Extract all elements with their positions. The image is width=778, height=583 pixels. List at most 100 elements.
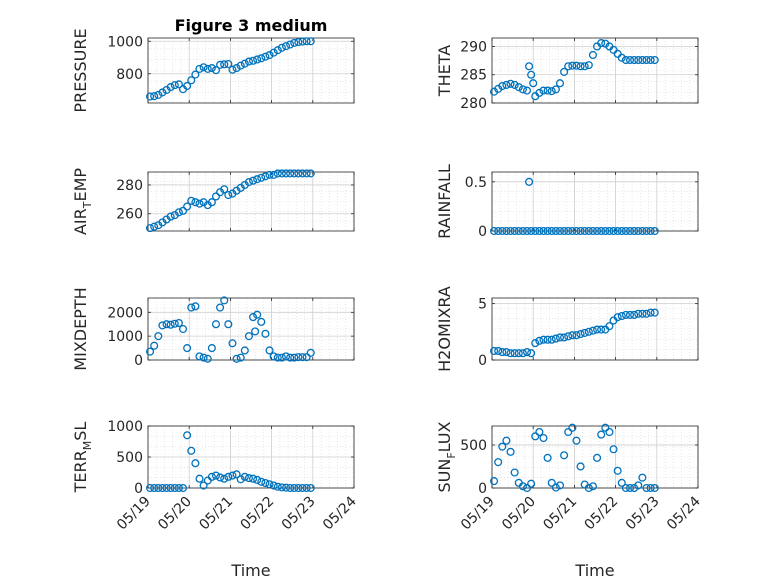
data-point xyxy=(531,226,540,236)
data-point xyxy=(522,483,532,493)
data-point xyxy=(211,192,221,201)
data-point xyxy=(514,226,523,236)
data-point xyxy=(490,226,499,236)
data-point xyxy=(568,331,577,340)
plot-frame xyxy=(491,297,699,361)
data-point xyxy=(625,55,635,65)
y-axis-label: THETA xyxy=(435,45,454,97)
y-tick-label: 280 xyxy=(116,178,143,194)
data-point xyxy=(257,477,266,486)
y-tick-label: 285 xyxy=(460,68,487,84)
data-point xyxy=(498,442,507,451)
data-point xyxy=(146,347,155,356)
data-point xyxy=(183,344,192,353)
data-point xyxy=(572,436,581,445)
data-point xyxy=(609,226,618,236)
data-point xyxy=(195,199,204,208)
data-point xyxy=(605,226,614,236)
data-point xyxy=(617,311,626,321)
data-point xyxy=(170,81,179,90)
data-point xyxy=(211,471,221,480)
data-point xyxy=(261,478,270,488)
data-point xyxy=(244,474,253,483)
data-point xyxy=(617,53,626,62)
data-point xyxy=(269,481,278,490)
data-point xyxy=(265,480,274,489)
data-point xyxy=(224,190,233,200)
data-point xyxy=(211,66,221,75)
data-point xyxy=(529,79,538,88)
data-point xyxy=(642,226,651,236)
data-point xyxy=(539,434,548,443)
y-tick-label: 800 xyxy=(116,67,143,83)
data-point xyxy=(518,226,527,236)
data-point xyxy=(642,55,651,65)
panel-3: 260 280 AIRTEMP xyxy=(71,168,355,235)
data-point xyxy=(613,466,622,475)
data-point xyxy=(584,226,593,236)
data-point xyxy=(576,226,585,236)
y-tick-label: 0 xyxy=(134,481,143,497)
data-point xyxy=(251,327,260,336)
data-point xyxy=(506,447,515,456)
data-point xyxy=(191,70,200,79)
data-point xyxy=(551,226,560,236)
data-point xyxy=(642,309,651,318)
data-point xyxy=(174,318,183,328)
data-point xyxy=(273,169,282,178)
data-point xyxy=(294,169,303,178)
data-point xyxy=(518,482,527,491)
data-point xyxy=(617,478,626,487)
data-point xyxy=(621,226,630,236)
data-point xyxy=(298,169,307,178)
data-point xyxy=(199,481,208,490)
plot-frame xyxy=(147,37,355,104)
data-point xyxy=(535,336,544,345)
plot-frame xyxy=(147,171,355,232)
data-point xyxy=(294,38,303,47)
y-tick-label: 0 xyxy=(478,353,487,369)
data-point xyxy=(253,55,262,64)
data-point xyxy=(597,226,606,236)
data-point xyxy=(650,308,659,317)
data-point xyxy=(625,310,635,319)
y-axis-label: TERRMSL xyxy=(71,422,94,494)
data-point xyxy=(306,483,315,493)
data-point xyxy=(183,81,192,90)
data-point xyxy=(261,329,270,338)
data-point xyxy=(178,206,188,215)
data-point xyxy=(560,333,569,342)
data-point xyxy=(269,48,278,57)
data-point xyxy=(228,471,237,480)
data-point xyxy=(547,478,556,487)
y-tick-label: 1000 xyxy=(107,34,143,50)
data-point xyxy=(207,64,216,73)
x-tick-label: 05/21 xyxy=(196,494,236,534)
data-point xyxy=(593,226,602,236)
data-point xyxy=(273,46,282,55)
data-point xyxy=(253,475,262,484)
data-point xyxy=(584,61,593,70)
data-point xyxy=(257,173,266,182)
data-point xyxy=(306,37,315,46)
data-point xyxy=(216,473,225,482)
y-tick-label: 5 xyxy=(478,297,487,313)
data-point xyxy=(494,226,503,236)
data-point xyxy=(199,63,208,72)
data-point xyxy=(265,170,274,179)
data-point xyxy=(510,80,519,89)
data-point xyxy=(249,56,258,65)
plot-frame xyxy=(147,297,355,361)
plot-frame xyxy=(491,425,699,489)
x-tick-label: 05/22 xyxy=(582,494,622,534)
data-point xyxy=(638,226,647,236)
data-point xyxy=(273,353,282,362)
data-point xyxy=(518,85,527,94)
data-point xyxy=(166,320,175,329)
data-point xyxy=(249,474,258,483)
data-point xyxy=(510,226,519,236)
data-point xyxy=(642,483,651,493)
y-tick-label: 500 xyxy=(116,450,143,466)
data-point xyxy=(244,332,253,341)
